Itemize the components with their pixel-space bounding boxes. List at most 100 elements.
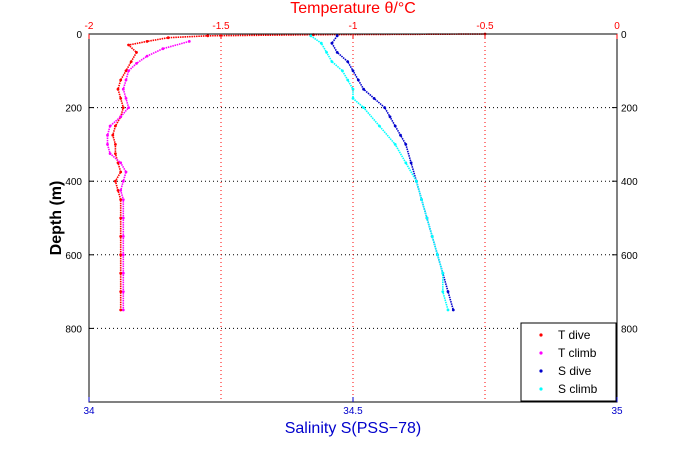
data-point (404, 143, 408, 146)
y-tick-label-left: 0 (76, 30, 82, 41)
data-point (119, 115, 123, 119)
data-point (124, 97, 128, 100)
series-trace (310, 35, 449, 311)
data-point (114, 124, 117, 128)
data-point (119, 189, 123, 192)
top-tick-label: -1.5 (212, 21, 230, 32)
data-point (356, 78, 360, 82)
legend-marker (539, 387, 543, 391)
legend-entry: S dive (539, 364, 592, 378)
data-point (145, 54, 149, 58)
bottom-tick-label: 34 (83, 406, 95, 417)
y-tick-label-left: 800 (65, 324, 82, 335)
y-tick-label-left: 600 (65, 251, 82, 262)
data-point (441, 271, 445, 275)
data-point (108, 124, 112, 128)
data-point (351, 69, 355, 73)
data-point (166, 36, 170, 40)
legend: T dive T climb S dive S climb (520, 322, 617, 402)
data-point (341, 69, 344, 73)
data-point (119, 198, 123, 202)
legend-entry: S climb (539, 382, 598, 396)
data-point (119, 170, 123, 174)
data-point (319, 41, 323, 45)
data-point (119, 235, 123, 238)
y-tick-label-right: 800 (621, 324, 638, 335)
data-point (121, 253, 125, 257)
data-point (124, 170, 128, 174)
data-point (409, 161, 413, 165)
data-point (309, 34, 313, 38)
series-trace (330, 35, 455, 311)
legend-marker (539, 369, 543, 373)
top-axis-label: Temperature θ/°C (290, 0, 416, 17)
data-point (119, 253, 123, 257)
data-point (430, 235, 434, 238)
legend-label: T dive (558, 328, 591, 342)
data-point (119, 78, 123, 82)
bottom-tick-label: 35 (611, 406, 623, 417)
data-point (114, 143, 117, 146)
data-point (111, 133, 115, 137)
data-point (121, 308, 125, 312)
data-point (121, 235, 125, 238)
y-tick-label-right: 400 (621, 177, 638, 188)
y-tick-label-right: 200 (621, 104, 638, 115)
data-point (121, 179, 125, 183)
data-series (106, 32, 487, 312)
data-point (335, 34, 339, 38)
data-point (436, 253, 439, 257)
legend-entry: T dive (539, 328, 591, 342)
data-point (124, 78, 128, 82)
data-point (135, 51, 138, 54)
data-point (404, 161, 408, 165)
data-point (372, 97, 376, 100)
top-tick-label: -2 (85, 21, 94, 32)
data-point (351, 87, 355, 91)
bottom-axis-label: Salinity S(PSS−78) (285, 420, 422, 437)
data-point (119, 271, 123, 275)
legend-label: S dive (558, 364, 592, 378)
data-point (119, 290, 123, 293)
data-point (119, 308, 123, 312)
top-tick-label: -0.5 (476, 21, 494, 32)
data-point (378, 124, 381, 128)
data-point (425, 216, 429, 220)
data-point (145, 40, 149, 43)
data-point (420, 198, 423, 202)
data-point (119, 161, 123, 165)
data-point (330, 60, 334, 63)
data-point (121, 216, 125, 220)
data-point (335, 51, 339, 54)
series-s-climb (309, 34, 450, 312)
y-tick-label-right: 0 (621, 30, 627, 41)
legend-marker (539, 333, 543, 337)
legend-marker (539, 351, 543, 355)
data-point (206, 34, 210, 38)
data-point (446, 290, 450, 293)
data-point (451, 308, 455, 312)
data-point (114, 179, 117, 183)
data-point (129, 60, 133, 63)
data-point (106, 133, 109, 137)
y-tick-label-right: 600 (621, 251, 638, 262)
data-point (119, 216, 123, 220)
legend-entry: T climb (539, 346, 597, 360)
legend-box (520, 322, 617, 402)
data-point (441, 290, 445, 293)
data-point (393, 143, 397, 146)
legend-label: S climb (558, 382, 598, 396)
data-point (127, 43, 130, 47)
data-point (351, 97, 355, 100)
data-point (121, 106, 125, 109)
data-point (121, 198, 125, 202)
data-point (127, 106, 130, 109)
data-point (124, 69, 128, 73)
y-tick-label-left: 200 (65, 104, 82, 115)
data-point (325, 51, 328, 54)
data-point (116, 189, 120, 192)
top-tick-label: -1 (349, 21, 358, 32)
data-point (415, 179, 418, 183)
data-point (108, 152, 112, 156)
